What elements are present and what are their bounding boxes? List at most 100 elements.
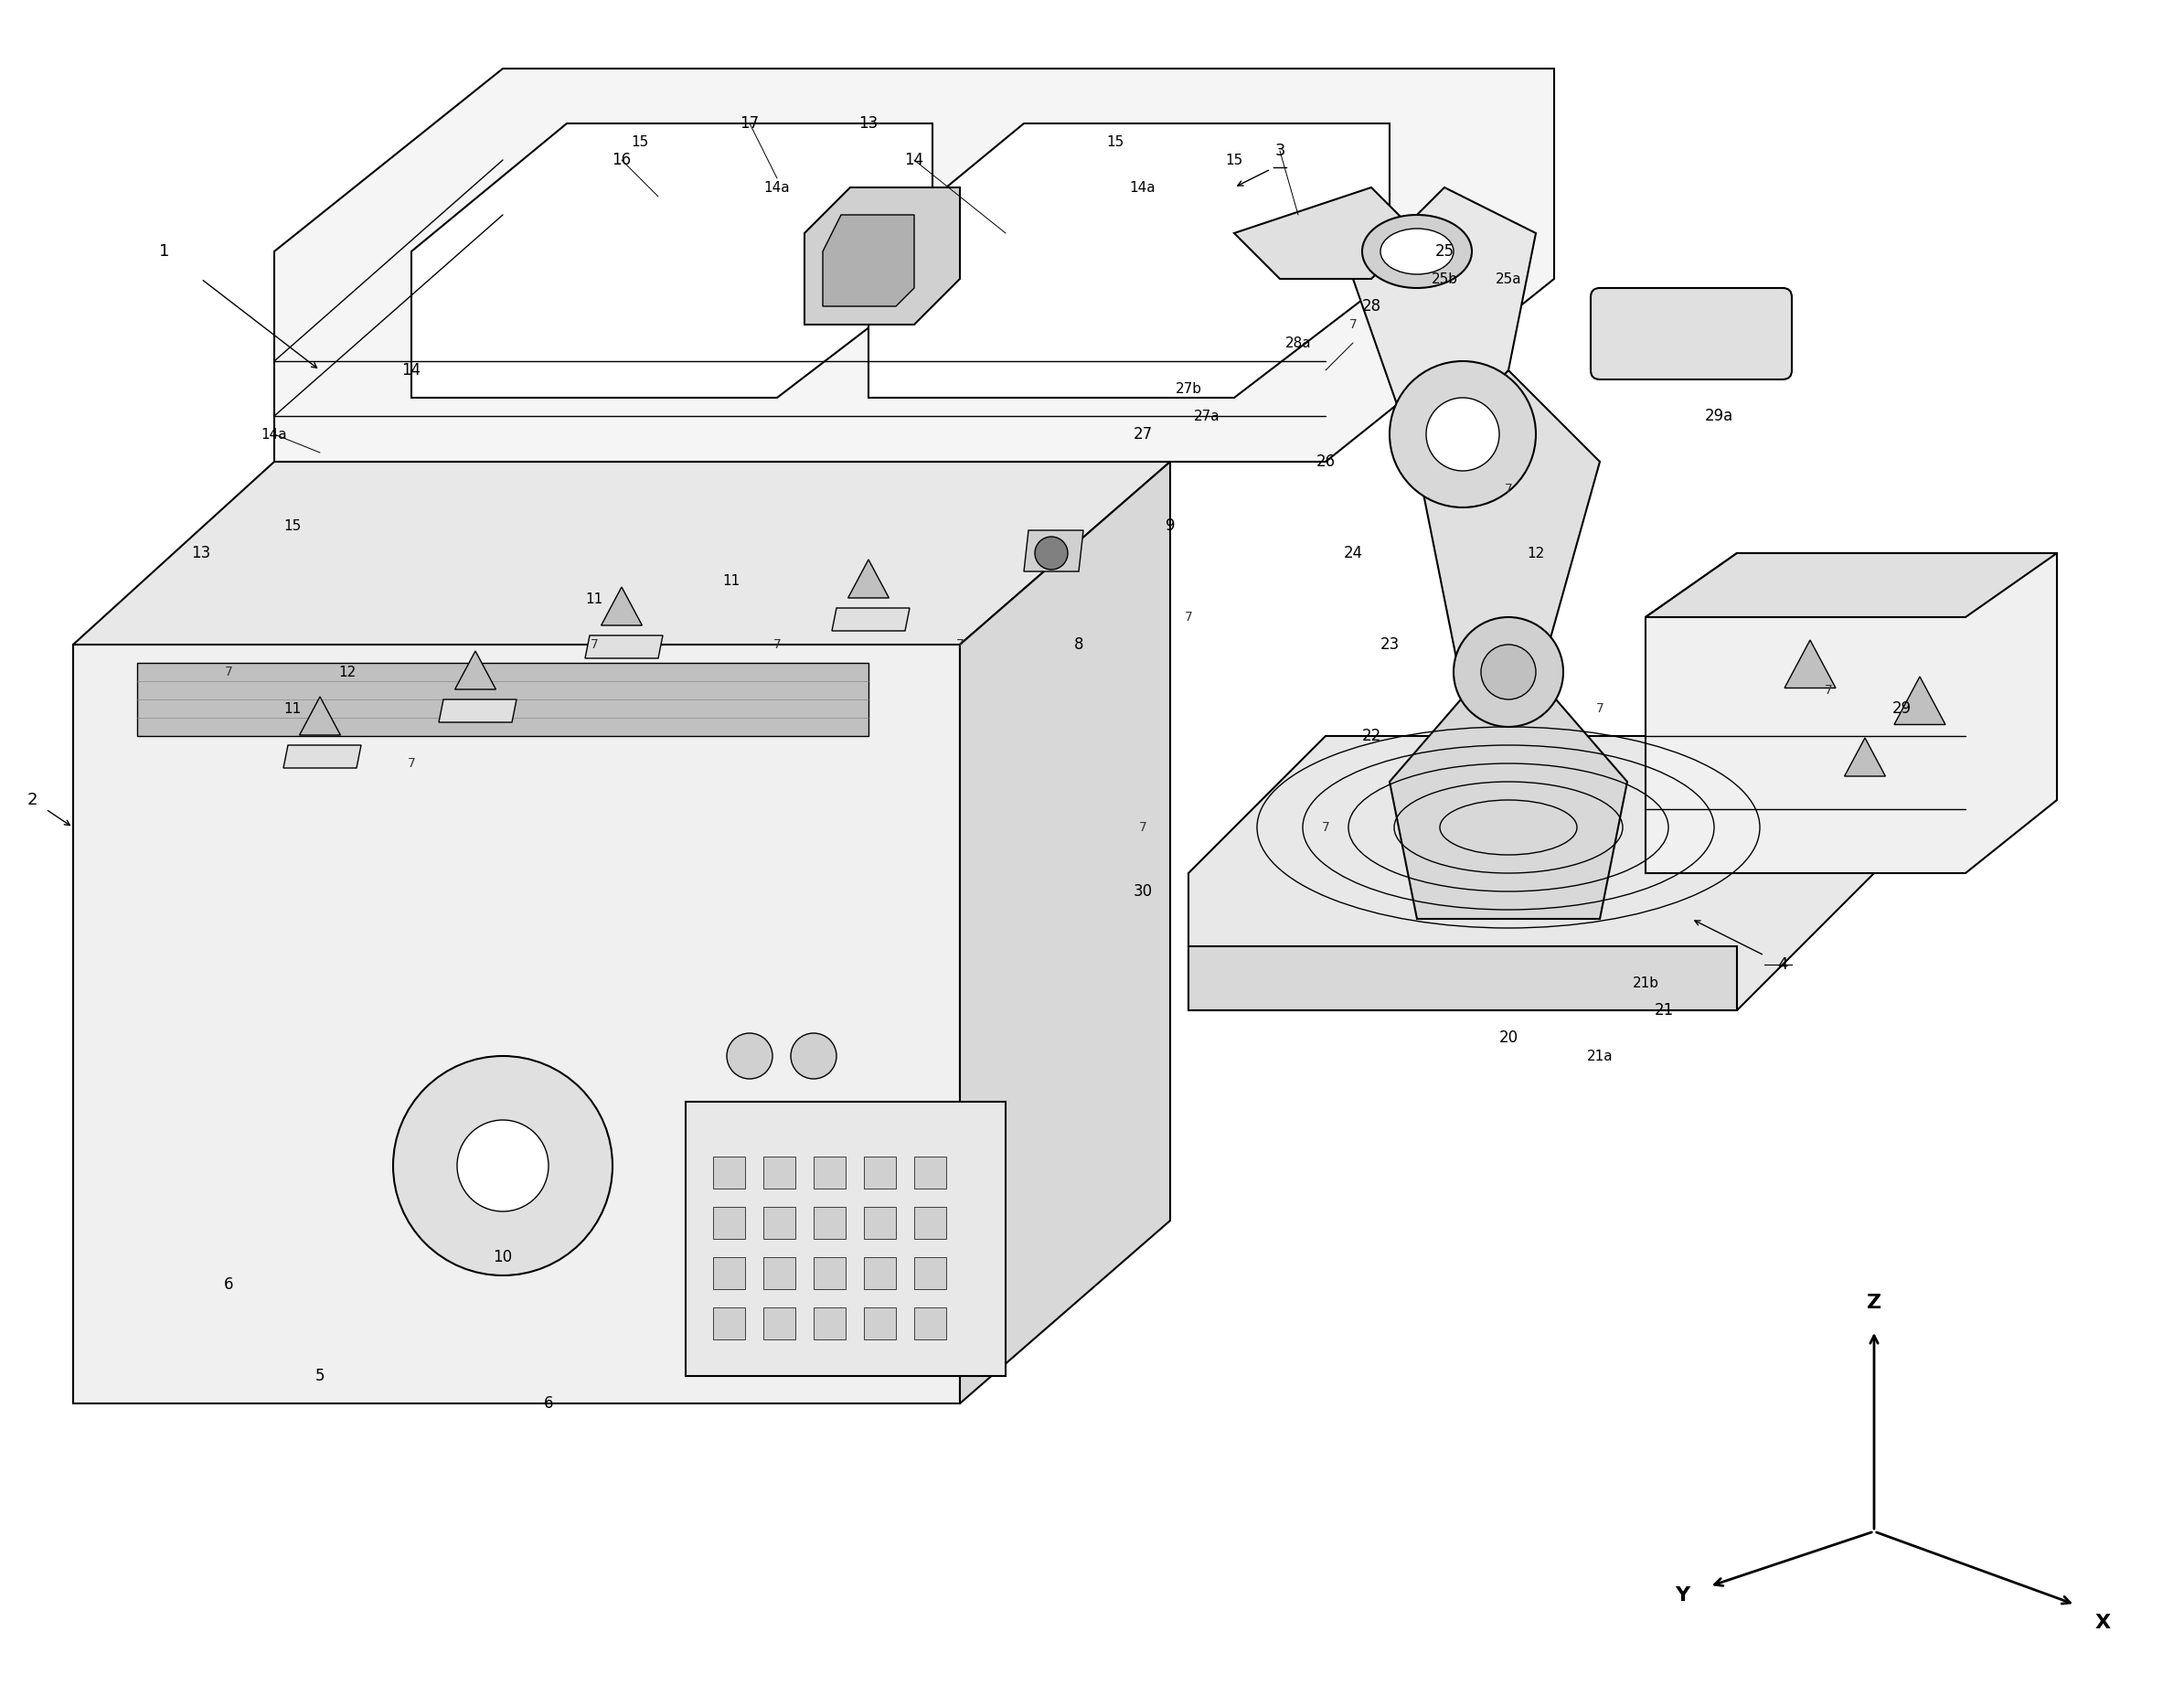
Text: 7: 7 [1138,821,1147,834]
Circle shape [393,1057,612,1275]
Text: 13: 13 [192,544,212,561]
Polygon shape [1645,553,2057,873]
FancyBboxPatch shape [1590,288,1791,380]
Text: 14: 14 [904,151,924,168]
Text: 15: 15 [1107,136,1125,149]
Circle shape [1035,536,1068,570]
Text: 27b: 27b [1175,382,1201,395]
Polygon shape [1354,188,1535,461]
Polygon shape [72,644,961,1403]
Text: 1: 1 [159,243,170,259]
Polygon shape [915,1257,946,1289]
Text: 7: 7 [1597,702,1603,716]
Polygon shape [865,1208,895,1238]
Polygon shape [865,1308,895,1340]
Polygon shape [712,1157,745,1189]
Polygon shape [712,1308,745,1340]
Polygon shape [815,1208,845,1238]
Polygon shape [712,1257,745,1289]
Text: 17: 17 [740,115,760,132]
Text: 23: 23 [1380,636,1400,653]
Polygon shape [686,1102,1005,1375]
Polygon shape [815,1157,845,1189]
Polygon shape [915,1308,946,1340]
Text: 22: 22 [1361,728,1380,745]
Circle shape [1481,644,1535,699]
Polygon shape [832,607,909,631]
Text: 20: 20 [1498,1029,1518,1046]
Ellipse shape [1363,215,1472,288]
Text: 5: 5 [314,1367,325,1384]
Text: 7: 7 [1505,483,1511,495]
Polygon shape [601,587,642,626]
Text: 15: 15 [631,136,649,149]
Text: 7: 7 [590,638,598,651]
Text: 10: 10 [494,1248,513,1265]
Text: 7: 7 [225,665,232,678]
Circle shape [1426,399,1498,471]
Text: Z: Z [1867,1294,1880,1313]
Text: 14a: 14a [764,180,791,195]
Text: 7: 7 [1824,683,1832,697]
Polygon shape [865,1257,895,1289]
Text: 8: 8 [1075,636,1083,653]
Text: 11: 11 [284,702,301,716]
Polygon shape [804,188,961,324]
Text: 27: 27 [1133,426,1153,443]
Polygon shape [299,697,341,734]
Ellipse shape [1380,229,1455,275]
Polygon shape [764,1208,795,1238]
Text: Y: Y [1675,1586,1690,1604]
Text: 4: 4 [1778,957,1789,974]
Polygon shape [1188,736,1874,1011]
Polygon shape [815,1257,845,1289]
Circle shape [727,1033,773,1079]
Text: 25a: 25a [1496,271,1522,285]
Polygon shape [411,124,933,399]
Polygon shape [1645,553,2057,617]
Text: 14a: 14a [262,427,288,441]
Text: 29a: 29a [1704,407,1732,424]
Polygon shape [915,1157,946,1189]
Text: 7: 7 [957,638,963,651]
Text: 21a: 21a [1588,1050,1614,1063]
Polygon shape [869,124,1389,399]
Text: 11: 11 [723,573,740,587]
Text: 11: 11 [585,592,603,605]
Text: 21: 21 [1653,1002,1673,1019]
Text: 3: 3 [1275,142,1284,159]
Polygon shape [1188,946,1736,1011]
Text: 7: 7 [408,756,415,770]
Text: 12: 12 [339,665,356,678]
Polygon shape [138,663,869,736]
Text: 7: 7 [1321,821,1330,834]
Text: 24: 24 [1343,544,1363,561]
Polygon shape [72,461,1171,644]
Text: 15: 15 [1225,153,1243,166]
Polygon shape [1389,644,1627,919]
Text: 7: 7 [1184,611,1192,624]
Text: 28: 28 [1361,298,1380,314]
Circle shape [791,1033,836,1079]
Polygon shape [764,1308,795,1340]
Polygon shape [865,1157,895,1189]
Text: 27a: 27a [1195,409,1221,422]
Polygon shape [1894,677,1946,724]
Polygon shape [275,68,1555,461]
Polygon shape [1417,370,1601,690]
Circle shape [1389,361,1535,507]
Text: 26: 26 [1317,453,1334,470]
Polygon shape [1024,531,1083,572]
Text: 7: 7 [1350,319,1356,331]
Polygon shape [1845,738,1885,777]
Polygon shape [823,215,915,307]
Text: 12: 12 [1527,546,1544,560]
Polygon shape [915,1208,946,1238]
Text: 16: 16 [612,151,631,168]
Text: X: X [2094,1613,2110,1632]
Polygon shape [454,651,496,689]
Text: 6: 6 [223,1277,234,1292]
Polygon shape [764,1257,795,1289]
Text: 2: 2 [26,792,37,809]
Polygon shape [1784,639,1837,689]
